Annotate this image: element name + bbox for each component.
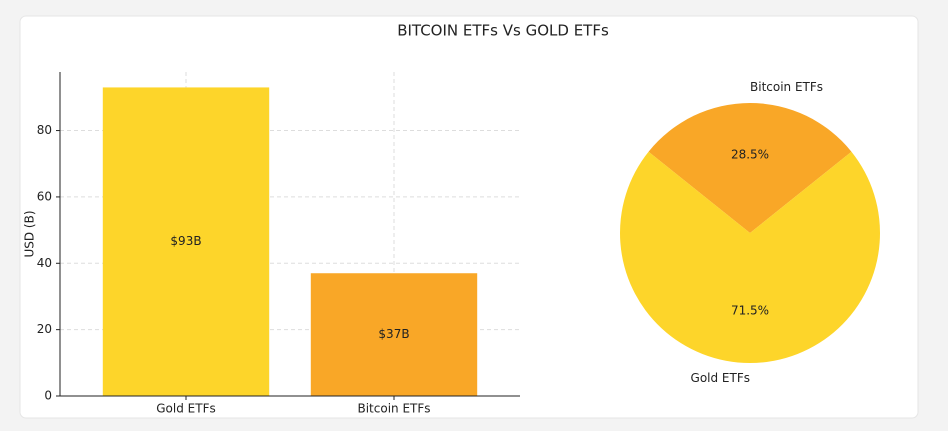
x-tick-label: Gold ETFs	[156, 402, 215, 416]
bar	[310, 273, 478, 396]
slice-label: Bitcoin ETFs	[750, 80, 823, 94]
pie-slice	[648, 103, 852, 233]
y-tick-label: 20	[37, 322, 52, 336]
slice-percent: 28.5%	[731, 148, 769, 162]
y-axis-label: USD (B)	[23, 210, 37, 257]
chart-title: BITCOIN ETFs Vs GOLD ETFs	[397, 22, 609, 40]
y-tick-label: 40	[37, 256, 52, 270]
pie-slice	[620, 151, 881, 364]
bar	[102, 87, 270, 396]
x-tick-label: Bitcoin ETFs	[357, 402, 430, 416]
y-tick-label: 0	[44, 389, 52, 403]
slice-label: Gold ETFs	[691, 371, 750, 385]
y-tick-label: 80	[37, 123, 52, 137]
data-label: $37B	[378, 327, 409, 341]
slice-percent: 71.5%	[731, 304, 769, 318]
y-tick-label: 60	[37, 189, 52, 203]
data-label: $93B	[170, 234, 201, 248]
